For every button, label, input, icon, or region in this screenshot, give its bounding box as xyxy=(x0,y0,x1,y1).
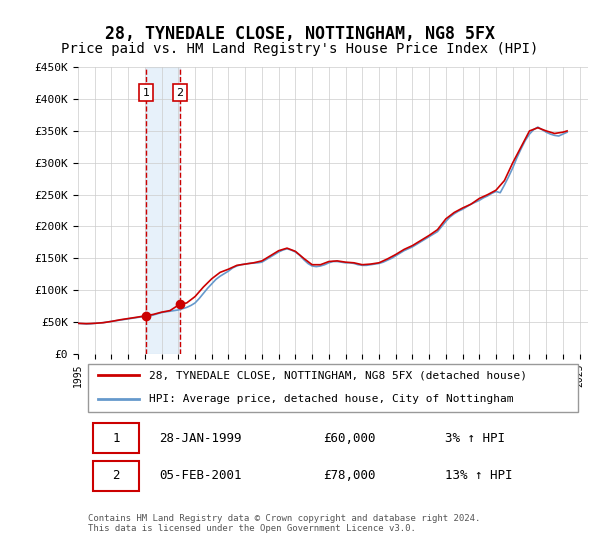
Text: £78,000: £78,000 xyxy=(323,469,376,482)
Text: 28-JAN-1999: 28-JAN-1999 xyxy=(160,432,242,445)
Text: 1: 1 xyxy=(143,88,150,97)
Text: 1: 1 xyxy=(113,432,120,445)
Text: £60,000: £60,000 xyxy=(323,432,376,445)
Text: 2: 2 xyxy=(176,88,184,97)
FancyBboxPatch shape xyxy=(94,423,139,453)
Text: 05-FEB-2001: 05-FEB-2001 xyxy=(160,469,242,482)
Text: 3% ↑ HPI: 3% ↑ HPI xyxy=(445,432,505,445)
Text: Contains HM Land Registry data © Crown copyright and database right 2024.
This d: Contains HM Land Registry data © Crown c… xyxy=(88,514,481,533)
Text: HPI: Average price, detached house, City of Nottingham: HPI: Average price, detached house, City… xyxy=(149,394,514,404)
Text: Price paid vs. HM Land Registry's House Price Index (HPI): Price paid vs. HM Land Registry's House … xyxy=(61,42,539,56)
Text: 2: 2 xyxy=(113,469,120,482)
Text: 13% ↑ HPI: 13% ↑ HPI xyxy=(445,469,513,482)
FancyBboxPatch shape xyxy=(94,461,139,491)
Text: 28, TYNEDALE CLOSE, NOTTINGHAM, NG8 5FX: 28, TYNEDALE CLOSE, NOTTINGHAM, NG8 5FX xyxy=(105,25,495,43)
Text: 28, TYNEDALE CLOSE, NOTTINGHAM, NG8 5FX (detached house): 28, TYNEDALE CLOSE, NOTTINGHAM, NG8 5FX … xyxy=(149,370,527,380)
FancyBboxPatch shape xyxy=(88,363,578,412)
Bar xyxy=(146,67,180,354)
